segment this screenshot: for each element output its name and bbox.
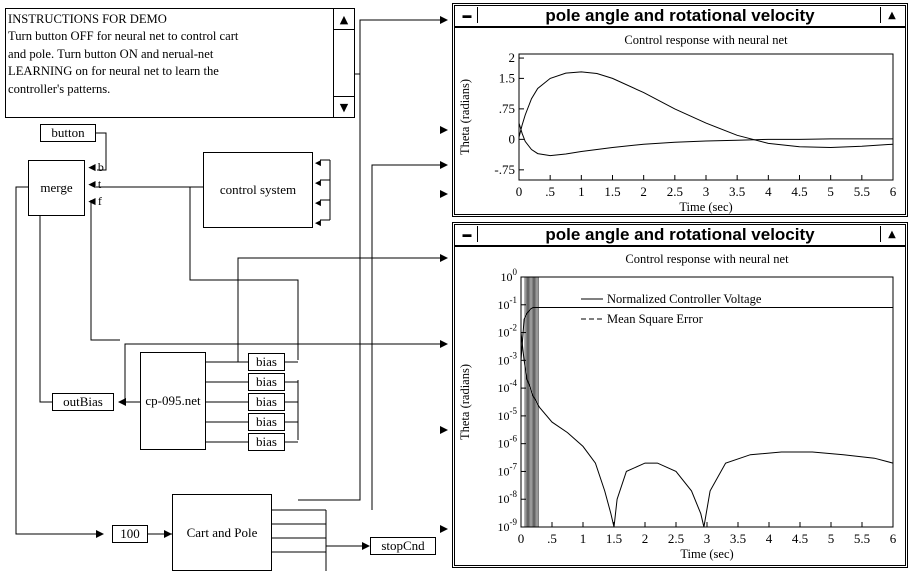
- y-tick-label: 10-3: [498, 350, 518, 367]
- merge-block[interactable]: merge: [28, 160, 85, 216]
- close-box-icon[interactable]: ▬: [457, 226, 478, 242]
- instructions-line: Turn button OFF for neural net to contro…: [8, 29, 239, 44]
- x-tick-label: 2.5: [668, 531, 684, 546]
- x-tick-label: 0: [516, 184, 523, 199]
- series-line: [520, 307, 893, 361]
- bottom-plot-window[interactable]: ▬ pole angle and rotational velocity ▲ C…: [452, 222, 908, 568]
- x-tick-label: 6: [890, 531, 897, 546]
- instructions-line: controller's patterns.: [8, 81, 111, 96]
- merge-port-t: ◄t: [86, 177, 102, 191]
- stop-cnd-block[interactable]: stopCnd: [370, 537, 436, 555]
- chart-title: Control response with neural net: [624, 33, 788, 47]
- y-tick-label: 100: [501, 267, 518, 284]
- y-tick-label: 10-8: [498, 489, 518, 506]
- x-tick-label: 1: [580, 531, 587, 546]
- bottom-plot-titlebar[interactable]: ▬ pole angle and rotational velocity ▲: [455, 225, 905, 247]
- out-bias-block[interactable]: outBias: [52, 393, 114, 411]
- x-tick-label: 1: [578, 184, 585, 199]
- merge-label: merge: [40, 180, 73, 195]
- x-tick-label: 4.5: [792, 531, 808, 546]
- y-tick-label: -.75: [494, 162, 515, 177]
- merge-port-b: ◄b: [86, 160, 104, 174]
- x-tick-label: 5: [828, 531, 835, 546]
- series-line: [520, 332, 894, 528]
- y-tick-label: 10-6: [498, 434, 518, 451]
- x-tick-label: 1.5: [604, 184, 620, 199]
- merge-port-f: ◄f: [86, 194, 102, 208]
- scroll-down-arrow-icon[interactable]: ▼: [334, 96, 354, 117]
- cp-net-block[interactable]: cp-095.net: [140, 352, 206, 450]
- x-tick-label: 4: [765, 184, 772, 199]
- zoom-box-icon[interactable]: ▲: [880, 226, 903, 242]
- x-tick-label: 6: [890, 184, 897, 199]
- button-block[interactable]: button: [40, 124, 96, 142]
- y-tick-label: 10-7: [498, 461, 518, 478]
- x-tick-label: 5: [827, 184, 834, 199]
- x-tick-label: 4.5: [791, 184, 807, 199]
- x-tick-label: 1.5: [606, 531, 622, 546]
- bias-block[interactable]: bias: [248, 433, 285, 451]
- top-line-chart: Control response with neural net 0 .5 1 1.5 2…: [458, 33, 897, 214]
- x-tick-label: .5: [545, 184, 555, 199]
- window-title: pole angle and rotational velocity: [545, 225, 815, 244]
- instructions-line: INSTRUCTIONS FOR DEMO: [8, 12, 167, 26]
- block-diagram-wires: [15, 16, 448, 571]
- x-tick-label: 3: [704, 531, 711, 546]
- x-tick-label: .5: [547, 531, 557, 546]
- x-tick-label: 5.5: [854, 184, 870, 199]
- bias-block[interactable]: bias: [248, 353, 285, 371]
- control-input-arrows: ◄ ◄ ◄ ◄: [313, 158, 323, 229]
- zoom-box-icon[interactable]: ▲: [880, 7, 903, 23]
- y-tick-label: 2: [509, 50, 516, 65]
- cart-pole-block[interactable]: Cart and Pole: [172, 494, 272, 571]
- x-tick-label: 3: [703, 184, 710, 199]
- instructions-line: and pole. Turn button ON and nerual-net: [8, 46, 214, 61]
- y-tick-label: 10-9: [498, 517, 518, 534]
- x-tick-label: 2: [642, 531, 649, 546]
- window-title: pole angle and rotational velocity: [545, 6, 815, 25]
- series-line: [518, 122, 893, 157]
- bias-block[interactable]: bias: [248, 413, 285, 431]
- instructions-scrollbar[interactable]: ▲ ▼: [333, 9, 354, 117]
- scroll-up-arrow-icon[interactable]: ▲: [334, 9, 354, 30]
- y-tick-label: 0: [509, 131, 516, 146]
- plot-frame: [520, 276, 894, 528]
- top-plot-window[interactable]: ▬ pole angle and rotational velocity ▲ C…: [452, 3, 908, 217]
- x-tick-label: 2: [640, 184, 647, 199]
- legend-label: Mean Square Error: [607, 312, 704, 326]
- x-axis-label: Time (sec): [680, 547, 733, 561]
- x-tick-label: 0: [518, 531, 525, 546]
- bottom-log-chart: Control response with neural net 0 .5 1 1.5 2…: [458, 252, 897, 561]
- top-plot-titlebar[interactable]: ▬ pole angle and rotational velocity ▲: [455, 6, 905, 28]
- series-line: [518, 71, 894, 149]
- y-axis-label: Theta (radians): [458, 79, 472, 155]
- y-tick-label: 1.5: [499, 70, 515, 85]
- y-tick-label: 10-5: [498, 406, 518, 423]
- hundred-block[interactable]: 100: [112, 525, 148, 543]
- y-tick-label: .75: [499, 101, 515, 116]
- close-box-icon[interactable]: ▬: [457, 7, 478, 23]
- y-axis-label: Theta (radians): [458, 364, 472, 440]
- instructions-text: INSTRUCTIONS FOR DEMO Turn button OFF fo…: [8, 11, 332, 98]
- chart-title: Control response with neural net: [625, 252, 789, 266]
- x-tick-label: 2.5: [667, 184, 683, 199]
- control-system-block[interactable]: control system: [203, 152, 313, 228]
- x-tick-label: 3.5: [730, 531, 746, 546]
- bias-block[interactable]: bias: [248, 393, 285, 411]
- plot-frame: [518, 53, 894, 181]
- x-tick-label: 5.5: [854, 531, 870, 546]
- instructions-box[interactable]: INSTRUCTIONS FOR DEMO Turn button OFF fo…: [5, 8, 355, 118]
- bias-block[interactable]: bias: [248, 373, 285, 391]
- legend-label: Normalized Controller Voltage: [607, 292, 762, 306]
- x-tick-label: 4: [766, 531, 773, 546]
- y-tick-label: 10-4: [498, 378, 518, 395]
- x-axis-label: Time (sec): [679, 200, 732, 214]
- x-tick-label: 3.5: [729, 184, 745, 199]
- y-tick-label: 10-1: [498, 295, 518, 312]
- instructions-line: LEARNING on for neural net to learn the: [8, 64, 219, 79]
- y-tick-label: 10-2: [498, 323, 518, 340]
